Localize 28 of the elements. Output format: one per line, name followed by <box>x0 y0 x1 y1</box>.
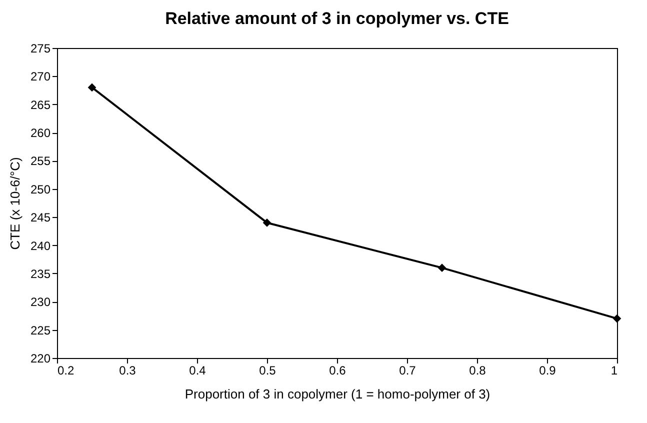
y-tick-label: 220 <box>30 352 51 366</box>
y-tick-label: 275 <box>30 42 51 56</box>
x-tick-label: 0.9 <box>539 364 556 378</box>
y-tick-label: 270 <box>30 70 51 84</box>
x-tick-label: 0.8 <box>469 364 486 378</box>
y-tick-label: 230 <box>30 295 51 310</box>
point <box>438 264 446 272</box>
y-tick-label: 235 <box>30 266 51 281</box>
x-axis-title: Proportion of 3 in copolymer (1 = homo-polymer of 3) <box>184 386 490 402</box>
y-tick-label: 245 <box>30 210 51 225</box>
point <box>262 218 272 227</box>
y-tick-label: 260 <box>30 126 51 140</box>
x-tick-label: 0.6 <box>329 364 346 378</box>
x-tick-label: 0.5 <box>259 364 276 378</box>
x-tick-label: 1 <box>610 364 618 378</box>
chart-title: Relative amount of 3 in copolymer vs. CTE <box>165 9 509 28</box>
x-tick-label: 0.4 <box>189 364 206 378</box>
y-axis-title: CTE (x 10-6/°C) <box>7 157 22 250</box>
y-tick-label: 240 <box>30 238 51 253</box>
point <box>612 314 622 323</box>
y-tick-label: 250 <box>30 182 51 196</box>
x-tick-label: 0.3 <box>119 364 136 378</box>
y-tick-label: 225 <box>30 323 51 338</box>
x-tick-label: 0.7 <box>399 364 416 378</box>
point <box>88 83 96 92</box>
y-tick-label: 265 <box>30 98 51 112</box>
y-tick-label: 255 <box>30 154 51 168</box>
x-tick-label: 0.2 <box>58 364 75 378</box>
